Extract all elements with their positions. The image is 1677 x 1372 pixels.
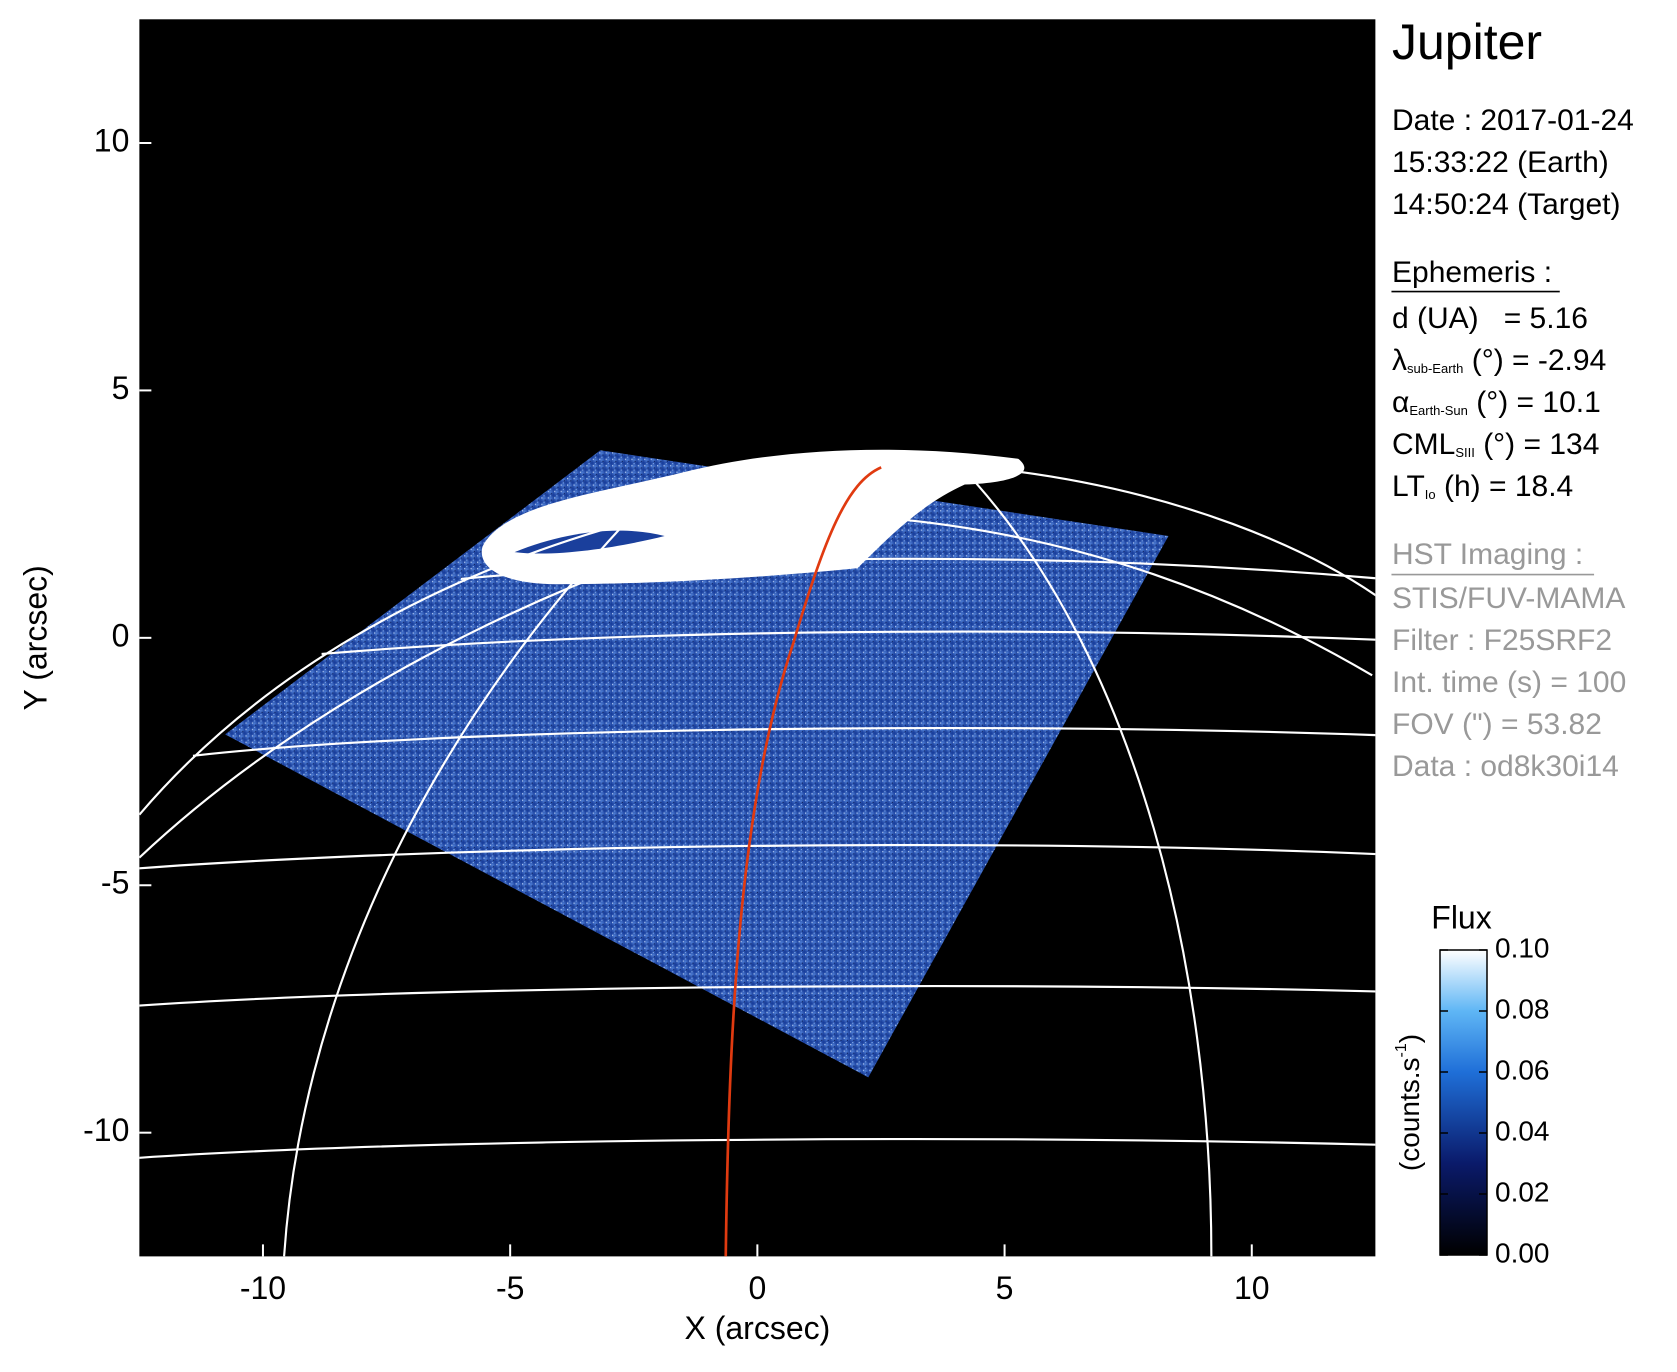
colorbar-title: Flux — [1431, 899, 1491, 935]
ephemeris-line: αEarth-Sun (°) = 10.1 — [1392, 386, 1601, 419]
colorbar-unit: (counts.s-1) — [1393, 1034, 1425, 1171]
ephemeris-subscript: Earth-Sun — [1409, 403, 1468, 418]
y-tick-label: 5 — [112, 370, 130, 406]
x-tick-label: 5 — [996, 1270, 1014, 1306]
ephemeris-subscript: sub-Earth — [1407, 361, 1463, 376]
ephemeris-value: (°) = 134 — [1475, 428, 1600, 461]
colorbar-unit-sup: -1 — [1393, 1043, 1410, 1057]
info-line: 14:50:24 (Target) — [1392, 188, 1620, 221]
y-axis-label: Y (arcsec) — [17, 565, 53, 710]
ephemeris-value: (°) = -2.94 — [1463, 344, 1606, 377]
hst-line: Int. time (s) = 100 — [1392, 666, 1626, 699]
ephemeris-subscript: SIII — [1455, 445, 1475, 460]
aurora-emission — [481, 449, 1025, 585]
ephemeris-value: (h) = 18.4 — [1436, 470, 1574, 503]
aurora-gap — [514, 530, 665, 554]
info-line: Date : 2017-01-24 — [1392, 104, 1634, 137]
ephemeris-line: λsub-Earth (°) = -2.94 — [1392, 344, 1606, 377]
x-tick-label: 0 — [748, 1270, 766, 1306]
info-line: 15:33:22 (Earth) — [1392, 146, 1609, 179]
ephemeris-value: (°) = 10.1 — [1468, 386, 1601, 419]
x-tick-label: -5 — [496, 1270, 524, 1306]
title: Jupiter — [1392, 14, 1542, 70]
image-layer — [139, 19, 1595, 1257]
hst-title: HST Imaging : — [1392, 538, 1583, 571]
y-tick-label: 10 — [94, 122, 130, 158]
colorbar-tick-label: 0.08 — [1495, 993, 1550, 1024]
hst-line: FOV (") = 53.82 — [1392, 708, 1602, 741]
y-tick-label: -10 — [83, 1112, 129, 1148]
colorbar-unit-text: (counts.s — [1394, 1057, 1425, 1171]
ephemeris-symbol: d (UA) — [1392, 302, 1479, 335]
x-axis-label: X (arcsec) — [684, 1310, 830, 1346]
ephemeris-symbol: CML — [1392, 428, 1455, 461]
ephemeris-line: CMLSIII (°) = 134 — [1392, 428, 1599, 461]
colorbar-tick-label: 0.00 — [1495, 1237, 1550, 1268]
ephemeris-symbol: λ — [1392, 344, 1407, 377]
ephemeris-symbol: LT — [1392, 470, 1425, 503]
y-tick-label: 0 — [112, 617, 130, 653]
ephemeris-symbol: α — [1392, 386, 1409, 419]
colorbar-tick-label: 0.04 — [1495, 1115, 1550, 1146]
planet-grid — [139, 470, 1376, 1257]
hst-line: Data : od8k30i14 — [1392, 750, 1619, 783]
detector-field — [225, 450, 1169, 1078]
y-tick-label: -5 — [101, 865, 129, 901]
reference-meridian — [724, 466, 882, 1257]
colorbar-unit-close: ) — [1394, 1034, 1425, 1043]
image-content — [139, 449, 1376, 1257]
colorbar-tick-label: 0.02 — [1495, 1176, 1550, 1207]
colorbar-tick-label: 0.10 — [1495, 932, 1550, 963]
x-tick-label: 10 — [1234, 1270, 1270, 1306]
hst-line: Filter : F25SRF2 — [1392, 624, 1612, 657]
colorbar-tick-label: 0.06 — [1495, 1054, 1550, 1085]
ephemeris-subscript: Io — [1425, 487, 1436, 502]
hst-line: STIS/FUV-MAMA — [1392, 582, 1625, 615]
ephemeris-line: LTIo (h) = 18.4 — [1392, 470, 1573, 503]
x-tick-label: -10 — [240, 1270, 286, 1306]
ephemeris-line: d (UA) = 5.16 — [1392, 302, 1588, 335]
ephemeris-value: = 5.16 — [1479, 302, 1588, 335]
ephemeris-title: Ephemeris : — [1392, 256, 1552, 289]
colorbar — [1439, 949, 1488, 1256]
